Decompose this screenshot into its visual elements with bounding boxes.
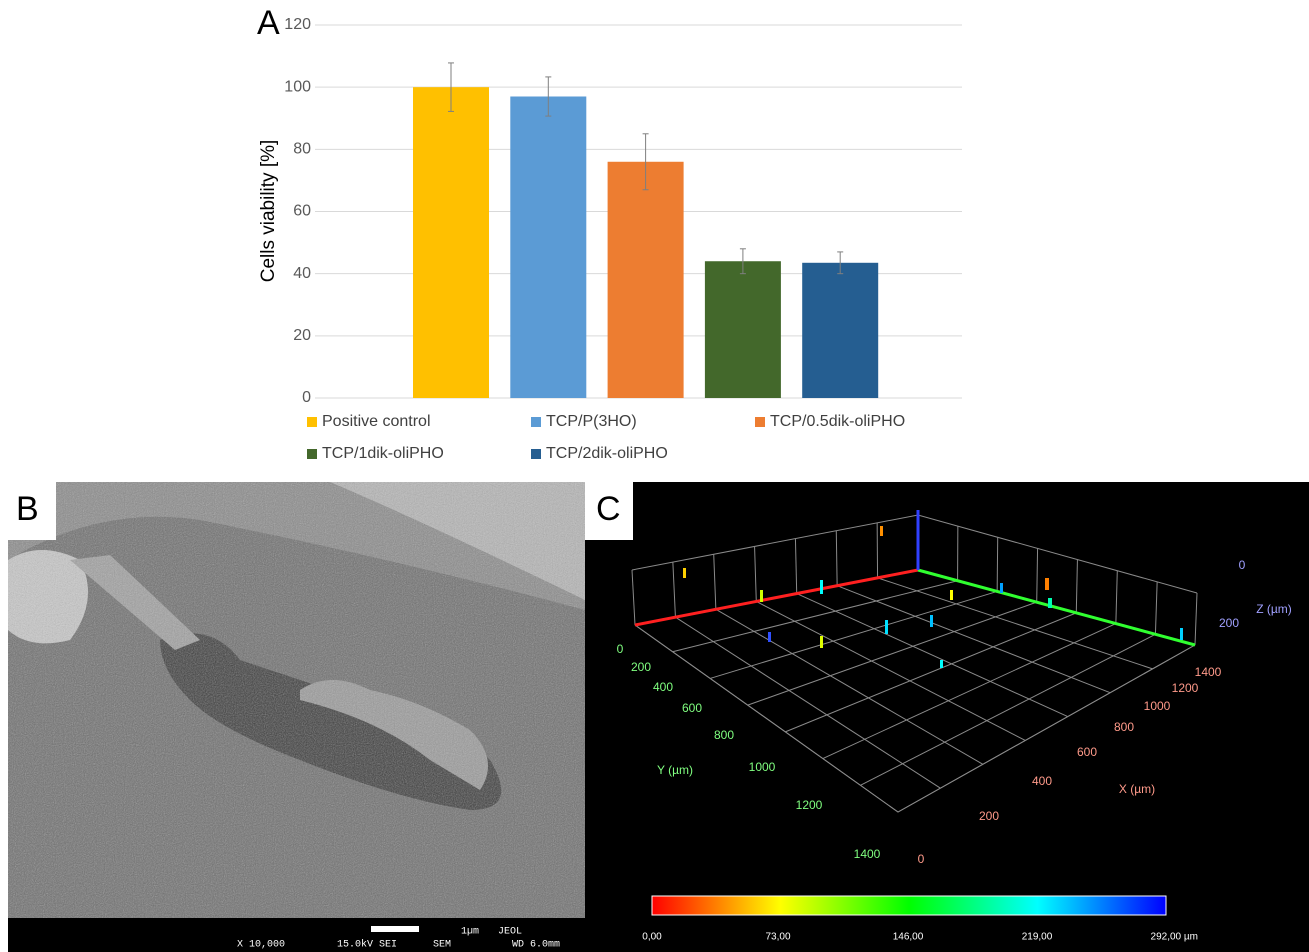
x-tick-label: 0 xyxy=(918,852,925,866)
grid-3d xyxy=(996,537,999,592)
grid-3d xyxy=(785,612,1077,733)
colorbar-label: 0,00 xyxy=(642,932,662,943)
sem-brand: JEOL xyxy=(498,927,522,938)
grid-3d xyxy=(709,590,998,679)
grid-3d xyxy=(836,585,1111,694)
y-tick-label: 100 xyxy=(284,78,311,95)
panel-label: A xyxy=(257,4,280,42)
grid-3d xyxy=(822,623,1117,760)
x-tick-label: 600 xyxy=(1077,745,1097,759)
y-tick-label: 0 xyxy=(617,642,624,656)
sem-wd: WD 6.0mm xyxy=(512,940,560,951)
bar xyxy=(413,87,489,399)
legend-swatch xyxy=(755,417,765,427)
grid-3d xyxy=(672,580,958,653)
grid-3d xyxy=(756,600,1026,741)
legend-label: TCP/P(3HO) xyxy=(546,413,637,430)
y-tick-label: 800 xyxy=(714,728,734,742)
y-axis-label: Cells viability [%] xyxy=(258,140,279,283)
grid-3d xyxy=(794,538,798,594)
legend-swatch xyxy=(531,449,541,459)
grid-3d xyxy=(631,569,636,626)
grid-3d xyxy=(675,616,941,789)
y-tick-label: 1000 xyxy=(749,760,776,774)
colorbar-label: 146,00 xyxy=(893,932,924,943)
colorbar-label: 292,00 µm xyxy=(1151,932,1198,943)
confocal-3d xyxy=(585,482,1309,952)
x-tick-label: 400 xyxy=(1032,774,1052,788)
grid-3d xyxy=(877,577,1153,670)
colorbar-label: 73,00 xyxy=(765,932,790,943)
grid-3d xyxy=(672,562,676,618)
error-bar xyxy=(448,62,454,112)
colorbar-label: 219,00 xyxy=(1022,932,1053,943)
sem-label: B xyxy=(16,490,39,528)
bar xyxy=(802,262,879,398)
grid-3d xyxy=(1036,548,1039,603)
y-tick-label: 600 xyxy=(682,701,702,715)
grid-3d xyxy=(835,530,838,586)
legend-swatch xyxy=(531,417,541,427)
sem-mode: SEM xyxy=(433,940,451,951)
legend-swatch xyxy=(307,449,317,459)
x-tick-label: 1400 xyxy=(1195,665,1222,679)
legend-label: TCP/1dik-oliPHO xyxy=(322,445,444,462)
x-tick-label: 800 xyxy=(1114,720,1134,734)
error-bar xyxy=(642,133,649,191)
z-axis-title: Z (µm) xyxy=(1256,602,1292,616)
z-tick-label: 0 xyxy=(1239,558,1246,572)
bar xyxy=(704,261,781,398)
legend-label: TCP/0.5dik-oliPHO xyxy=(770,413,905,430)
sem-mag: X 10,000 xyxy=(237,940,285,951)
y-tick-label: 200 xyxy=(631,660,651,674)
grid-3d xyxy=(796,593,1068,718)
y-tick-label: 120 xyxy=(284,16,311,33)
bar xyxy=(510,96,587,398)
legend-swatch xyxy=(307,417,317,427)
error-bar xyxy=(837,251,844,275)
legend-label: Positive control xyxy=(322,413,431,430)
y-tick-label: 20 xyxy=(293,327,311,344)
sem-kv: 15.0kV SEI xyxy=(337,939,397,951)
y-tick-label: 80 xyxy=(293,141,311,158)
sem-scale: 1µm xyxy=(461,927,479,938)
grid-3d xyxy=(1075,559,1078,613)
error-bar xyxy=(545,76,552,117)
error-bar xyxy=(739,248,746,275)
x-tick-label: 200 xyxy=(979,809,999,823)
y-axis-title: Y (µm) xyxy=(657,763,693,777)
bar xyxy=(607,161,684,398)
y-tick-label: 400 xyxy=(653,680,673,694)
panel-label: C xyxy=(596,490,621,528)
grid-3d xyxy=(1154,581,1158,635)
grid-3d xyxy=(754,546,757,602)
grid-3d xyxy=(860,633,1156,786)
y-tick-label: 40 xyxy=(293,265,311,282)
y-tick-label: 1400 xyxy=(854,847,881,861)
x-tick-label: 1000 xyxy=(1144,699,1171,713)
x-tick-label: 1200 xyxy=(1172,681,1199,695)
y-tick-label: 1200 xyxy=(796,798,823,812)
grid-3d xyxy=(747,601,1037,706)
grid-3d xyxy=(715,608,984,765)
sem-image xyxy=(8,482,585,952)
grid-3d xyxy=(1194,592,1198,646)
z-tick-label: 200 xyxy=(1219,616,1239,630)
legend-label: TCP/2dik-oliPHO xyxy=(546,445,668,462)
grid-3d xyxy=(1115,570,1118,624)
grid-3d xyxy=(713,554,717,610)
x-axis-title: X (µm) xyxy=(1119,782,1155,796)
grid-3d xyxy=(634,624,1196,813)
y-tick-label: 60 xyxy=(293,203,311,220)
y-tick-label: 0 xyxy=(302,389,311,406)
